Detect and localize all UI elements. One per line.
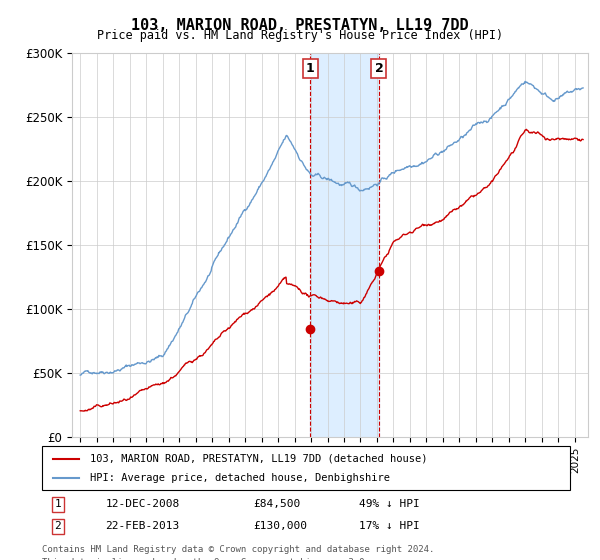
Text: HPI: Average price, detached house, Denbighshire: HPI: Average price, detached house, Denb…: [89, 473, 389, 483]
Text: Contains HM Land Registry data © Crown copyright and database right 2024.: Contains HM Land Registry data © Crown c…: [42, 545, 434, 554]
Text: 103, MARION ROAD, PRESTATYN, LL19 7DD (detached house): 103, MARION ROAD, PRESTATYN, LL19 7DD (d…: [89, 454, 427, 464]
Text: 2: 2: [374, 62, 383, 75]
FancyBboxPatch shape: [42, 446, 570, 490]
Text: £130,000: £130,000: [253, 521, 307, 531]
Bar: [310, 53, 379, 437]
Text: 22-FEB-2013: 22-FEB-2013: [106, 521, 179, 531]
Text: Price paid vs. HM Land Registry's House Price Index (HPI): Price paid vs. HM Land Registry's House …: [97, 29, 503, 42]
Text: 103, MARION ROAD, PRESTATYN, LL19 7DD: 103, MARION ROAD, PRESTATYN, LL19 7DD: [131, 18, 469, 33]
Text: 49% ↓ HPI: 49% ↓ HPI: [359, 500, 419, 510]
Text: 2: 2: [55, 521, 61, 531]
Text: 1: 1: [55, 500, 61, 510]
Text: This data is licensed under the Open Government Licence v3.0.: This data is licensed under the Open Gov…: [42, 558, 370, 560]
Text: 1: 1: [306, 62, 314, 75]
Text: £84,500: £84,500: [253, 500, 301, 510]
Text: 17% ↓ HPI: 17% ↓ HPI: [359, 521, 419, 531]
Text: 12-DEC-2008: 12-DEC-2008: [106, 500, 179, 510]
